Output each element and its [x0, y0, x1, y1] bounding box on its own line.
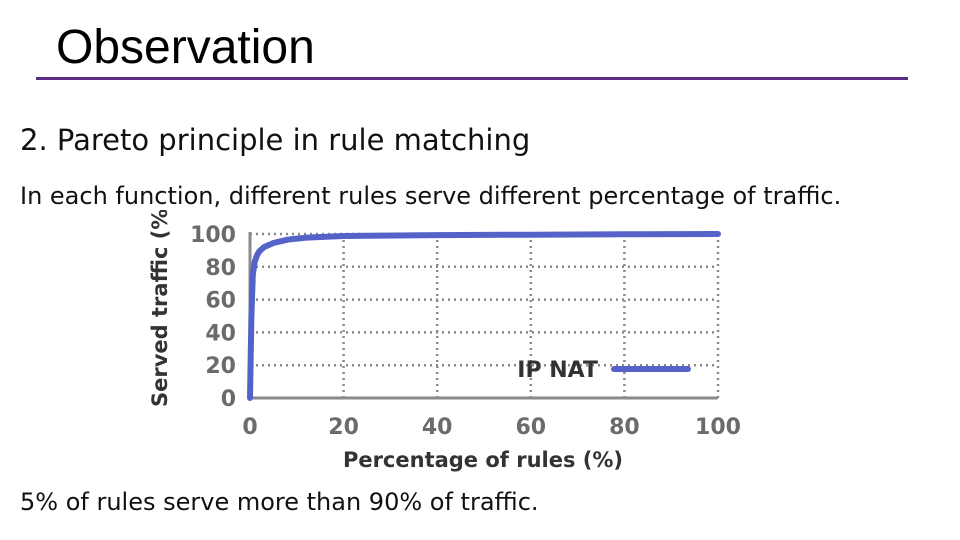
- series-layer: [247, 231, 721, 401]
- grid-layer: [250, 232, 720, 398]
- x-tick-label: 100: [695, 415, 741, 440]
- x-tick-label: 80: [609, 415, 640, 440]
- legend-label: IP NAT: [517, 358, 598, 383]
- description-text: In each function, different rules serve …: [20, 182, 842, 210]
- y-tick-label: 80: [205, 256, 236, 281]
- title-underline: [36, 77, 908, 80]
- legend: IP NAT: [517, 358, 691, 383]
- y-tick-label: 20: [205, 354, 236, 379]
- footer-note: 5% of rules serve more than 90% of traff…: [20, 488, 539, 516]
- x-axis-title: Percentage of rules (%): [343, 448, 623, 472]
- y-tick-label: 40: [205, 321, 236, 346]
- series-line: [247, 231, 721, 401]
- y-tick-label: 60: [205, 289, 236, 314]
- slide-title: Observation: [56, 21, 315, 74]
- cdf-chart: 0 20 40 60 80 100 0 20 40 60 80 100 Percentage of r…: [148, 210, 741, 472]
- y-tick-label: 0: [221, 387, 236, 412]
- x-tick-label: 20: [328, 415, 359, 440]
- section-heading: 2. Pareto principle in rule matching: [20, 123, 531, 157]
- x-tick-label: 40: [422, 415, 453, 440]
- tick-labels: 0 20 40 60 80 100 0 20 40 60 80 100: [190, 223, 741, 440]
- axis-layer: [248, 232, 718, 400]
- y-tick-label: 100: [190, 223, 236, 248]
- x-tick-label: 60: [515, 415, 546, 440]
- y-axis-title: Served traffic (%): [148, 210, 172, 407]
- x-tick-label: 0: [242, 415, 257, 440]
